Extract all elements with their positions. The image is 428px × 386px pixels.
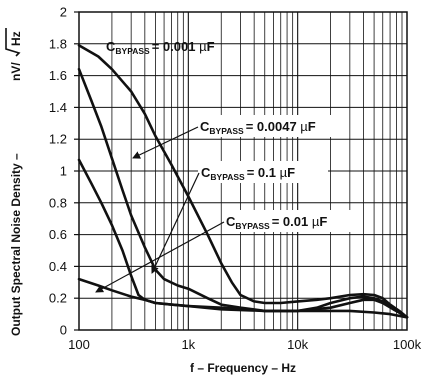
sqrt-radical-icon bbox=[5, 28, 21, 57]
x-tick-label: 100 bbox=[68, 337, 90, 352]
series-line-4 bbox=[77, 277, 409, 319]
x-axis-label: f – Frequency – Hz bbox=[190, 361, 296, 375]
y-tick-label: 0.6 bbox=[49, 227, 67, 242]
annotation-label: CBYPASS = 0.001 µF bbox=[106, 39, 215, 56]
y-tick-label: 0.8 bbox=[49, 195, 67, 210]
x-tick-label: 1k bbox=[181, 337, 195, 352]
y-tick-label: 0.4 bbox=[49, 259, 67, 274]
annotation-label: CBYPASS = 0.1 µF bbox=[201, 165, 295, 182]
annotation-3: CBYPASS = 0.1 µF bbox=[151, 161, 328, 274]
y-tick-label: 1.8 bbox=[49, 36, 67, 51]
y-axis-label-main: Output Spectral Noise Density – bbox=[9, 153, 23, 336]
y-tick-label: 0.2 bbox=[49, 291, 67, 306]
annotation-label: CBYPASS = 0.0047 µF bbox=[200, 119, 316, 136]
x-tick-label: 10k bbox=[287, 337, 308, 352]
series-line-2 bbox=[77, 67, 409, 319]
y-tick-label: 0 bbox=[60, 323, 67, 338]
series-line-1 bbox=[77, 44, 409, 319]
y-axis-unit-numerator: nV/ bbox=[9, 62, 23, 81]
y-tick-label: 1.6 bbox=[49, 68, 67, 83]
tick-layer: 0 0.2 0.4 0.6 0.8 1 1.2 1.4 1.6 1.8 2 100 1k 10k 100k bbox=[49, 5, 422, 353]
y-tick-label: 2 bbox=[60, 5, 67, 20]
annotation-label: CBYPASS = 0.01 µF bbox=[226, 214, 327, 231]
x-tick-label: 100k bbox=[393, 337, 422, 352]
y-axis-unit-radicand: Hz bbox=[9, 31, 23, 46]
series-layer bbox=[77, 44, 409, 319]
y-axis-label: Output Spectral Noise Density – nV/ Hz bbox=[5, 28, 23, 336]
annotation-layer: CBYPASS = 0.001 µF CBYPASS = 0.0047 µF CBYPA… bbox=[95, 39, 363, 293]
annotation-1: CBYPASS = 0.001 µF bbox=[106, 39, 215, 56]
annotation-arrow bbox=[132, 126, 199, 159]
annotation-arrow bbox=[95, 221, 225, 293]
annotation-2: CBYPASS = 0.0047 µF bbox=[132, 115, 349, 159]
annotation-4: CBYPASS = 0.01 µF bbox=[95, 210, 363, 293]
y-tick-label: 1.2 bbox=[49, 132, 67, 147]
y-tick-label: 1.4 bbox=[49, 100, 67, 115]
annotation-arrow bbox=[151, 172, 200, 274]
y-tick-label: 1 bbox=[60, 164, 67, 179]
